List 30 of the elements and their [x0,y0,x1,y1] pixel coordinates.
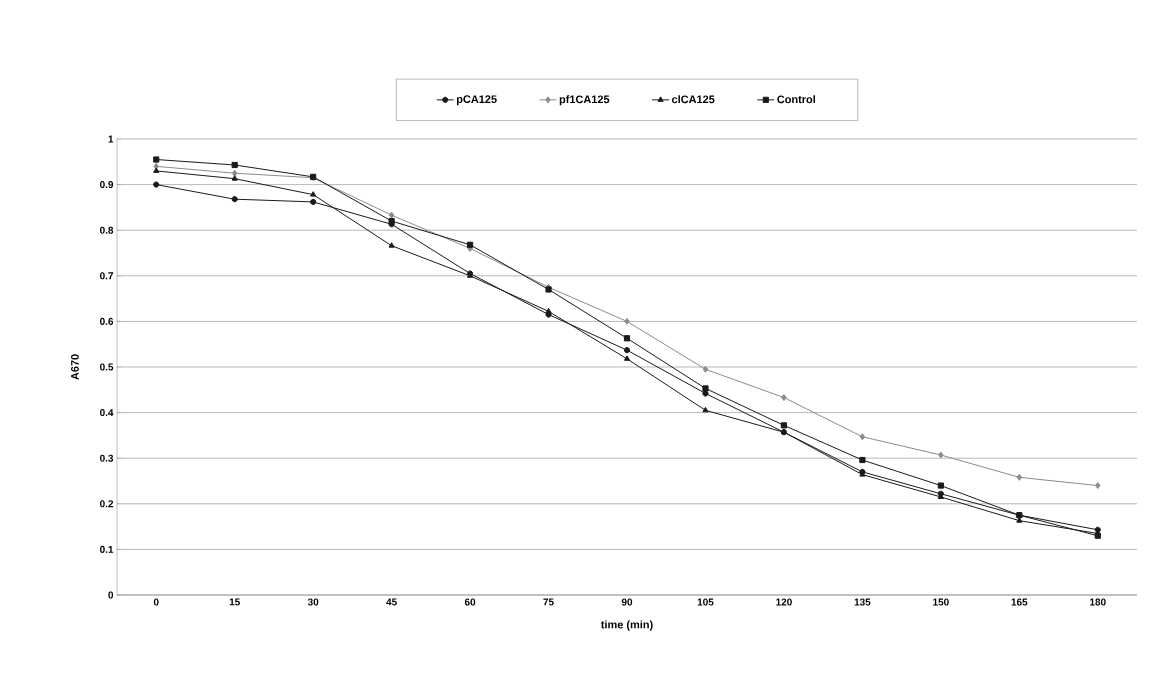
y-tick-label: 1 [108,135,114,143]
y-tick-label: 0.5 [100,363,114,371]
x-tick-label: 165 [1011,598,1028,606]
x-tick-label: 150 [933,598,949,606]
legend-label: clCA125 [672,95,715,104]
x-tick-label: 30 [307,598,319,606]
y-tick-label: 0.4 [100,409,114,417]
x-tick-label: 0 [153,598,159,606]
y-axis-title: A670 [71,354,79,380]
x-axis-title: time (min) [600,620,653,631]
y-tick-label: 0.7 [100,272,114,280]
x-tick-label: 135 [854,598,871,606]
y-tick-label: 0.6 [100,317,114,325]
x-tick-label: 180 [1090,598,1106,606]
y-tick-label: 0.8 [100,226,114,234]
x-tick-label: 75 [543,598,554,606]
y-tick-label: 0.3 [100,454,114,462]
y-tick-label: 0.1 [100,545,114,553]
x-tick-label: 60 [464,598,476,606]
y-tick-label: 0.9 [100,181,114,189]
x-tick-label: 15 [229,598,240,606]
x-tick-label: 105 [697,598,714,606]
x-tick-label: 45 [386,598,397,606]
x-tick-label: 120 [776,598,792,606]
legend-label: pf1CA125 [559,95,610,106]
y-tick-label: 0.2 [100,500,114,508]
legend-label: Control [777,95,815,104]
x-tick-label: 90 [621,598,633,606]
legend-label: pCA125 [456,95,497,106]
y-tick-label: 0 [108,591,114,599]
